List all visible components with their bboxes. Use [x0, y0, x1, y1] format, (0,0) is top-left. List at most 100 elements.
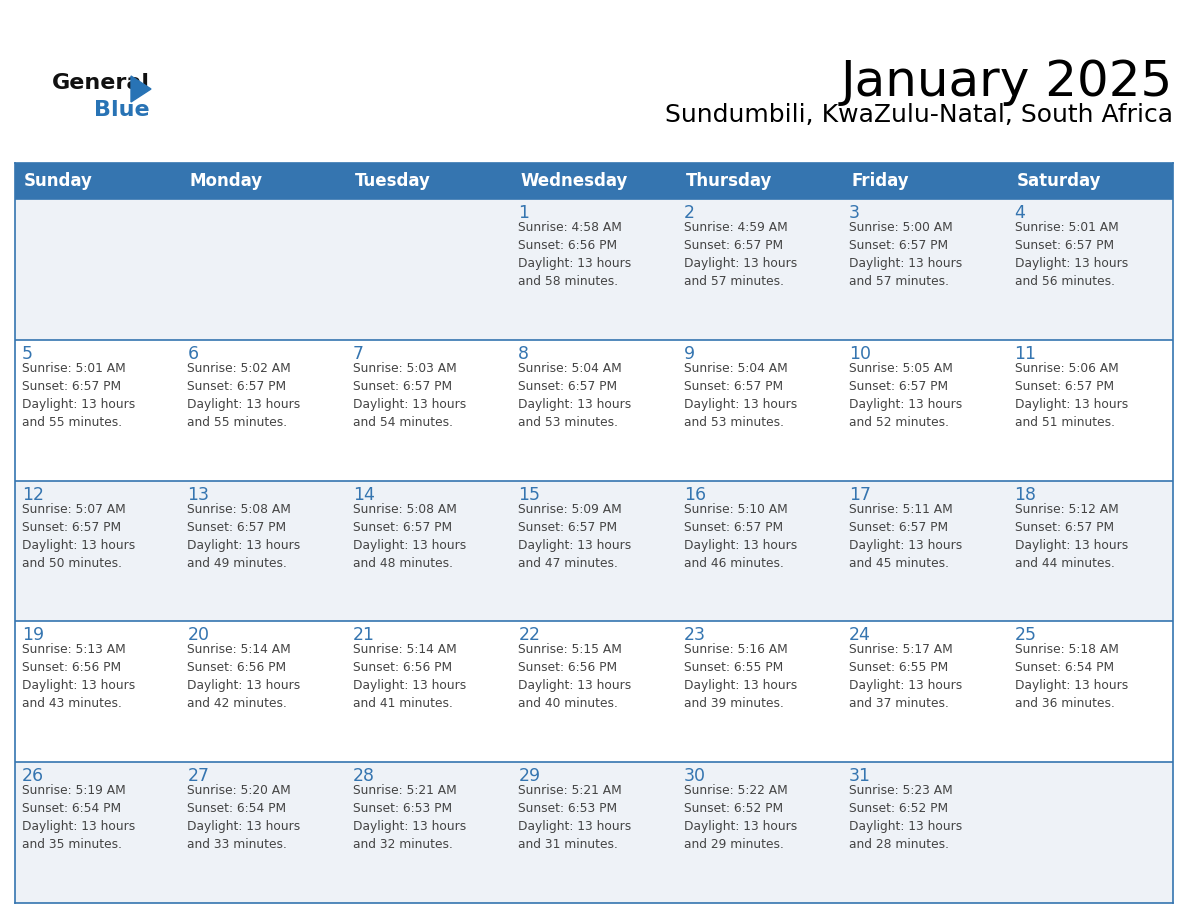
Bar [1007, 762, 1173, 903]
Text: Friday: Friday [851, 172, 909, 190]
Bar [677, 762, 842, 903]
Text: Sunrise: 5:11 AM
Sunset: 6:57 PM
Daylight: 13 hours
and 45 minutes.: Sunrise: 5:11 AM Sunset: 6:57 PM Dayligh… [849, 502, 962, 569]
Bar [511, 340, 677, 481]
Text: Sunrise: 5:10 AM
Sunset: 6:57 PM
Daylight: 13 hours
and 46 minutes.: Sunrise: 5:10 AM Sunset: 6:57 PM Dayligh… [684, 502, 797, 569]
Bar [1007, 481, 1173, 621]
Text: 21: 21 [353, 626, 375, 644]
Text: Sunrise: 5:04 AM
Sunset: 6:57 PM
Daylight: 13 hours
and 53 minutes.: Sunrise: 5:04 AM Sunset: 6:57 PM Dayligh… [684, 362, 797, 429]
Bar [1007, 340, 1173, 481]
Text: 5: 5 [23, 345, 33, 363]
Text: 2: 2 [684, 204, 695, 222]
Text: Sunrise: 5:18 AM
Sunset: 6:54 PM
Daylight: 13 hours
and 36 minutes.: Sunrise: 5:18 AM Sunset: 6:54 PM Dayligh… [1015, 644, 1127, 711]
Text: 4: 4 [1015, 204, 1025, 222]
Bar [842, 481, 1007, 621]
Text: Blue: Blue [94, 100, 150, 120]
Bar [15, 199, 181, 340]
Text: Sunrise: 5:00 AM
Sunset: 6:57 PM
Daylight: 13 hours
and 57 minutes.: Sunrise: 5:00 AM Sunset: 6:57 PM Dayligh… [849, 221, 962, 288]
Text: Sunrise: 5:22 AM
Sunset: 6:52 PM
Daylight: 13 hours
and 29 minutes.: Sunrise: 5:22 AM Sunset: 6:52 PM Dayligh… [684, 784, 797, 851]
Text: Sunrise: 5:19 AM
Sunset: 6:54 PM
Daylight: 13 hours
and 35 minutes.: Sunrise: 5:19 AM Sunset: 6:54 PM Dayligh… [23, 784, 135, 851]
Text: 9: 9 [684, 345, 695, 363]
Text: 29: 29 [518, 767, 541, 785]
Text: Sunrise: 5:21 AM
Sunset: 6:53 PM
Daylight: 13 hours
and 32 minutes.: Sunrise: 5:21 AM Sunset: 6:53 PM Dayligh… [353, 784, 466, 851]
Bar [677, 481, 842, 621]
Bar [181, 762, 346, 903]
Text: 11: 11 [1015, 345, 1037, 363]
Bar [181, 481, 346, 621]
Text: Sunrise: 4:59 AM
Sunset: 6:57 PM
Daylight: 13 hours
and 57 minutes.: Sunrise: 4:59 AM Sunset: 6:57 PM Dayligh… [684, 221, 797, 288]
Text: Sunrise: 5:07 AM
Sunset: 6:57 PM
Daylight: 13 hours
and 50 minutes.: Sunrise: 5:07 AM Sunset: 6:57 PM Dayligh… [23, 502, 135, 569]
Text: Sunrise: 5:16 AM
Sunset: 6:55 PM
Daylight: 13 hours
and 39 minutes.: Sunrise: 5:16 AM Sunset: 6:55 PM Dayligh… [684, 644, 797, 711]
Bar [15, 481, 181, 621]
Bar [511, 481, 677, 621]
Text: Thursday: Thursday [685, 172, 772, 190]
Text: General: General [52, 73, 150, 93]
Bar [677, 340, 842, 481]
Bar [346, 199, 511, 340]
Bar [181, 163, 346, 199]
Text: 22: 22 [518, 626, 541, 644]
Text: 7: 7 [353, 345, 364, 363]
Bar [181, 621, 346, 762]
Text: 6: 6 [188, 345, 198, 363]
Text: 10: 10 [849, 345, 871, 363]
Text: 25: 25 [1015, 626, 1037, 644]
Bar [181, 199, 346, 340]
Bar [842, 621, 1007, 762]
Text: Sunrise: 5:21 AM
Sunset: 6:53 PM
Daylight: 13 hours
and 31 minutes.: Sunrise: 5:21 AM Sunset: 6:53 PM Dayligh… [518, 784, 632, 851]
Text: 19: 19 [23, 626, 44, 644]
Bar [1007, 199, 1173, 340]
Text: 12: 12 [23, 486, 44, 504]
Text: Sunrise: 5:15 AM
Sunset: 6:56 PM
Daylight: 13 hours
and 40 minutes.: Sunrise: 5:15 AM Sunset: 6:56 PM Dayligh… [518, 644, 632, 711]
Bar [346, 163, 511, 199]
Bar [677, 199, 842, 340]
Text: 14: 14 [353, 486, 374, 504]
Bar [842, 199, 1007, 340]
Text: 30: 30 [684, 767, 706, 785]
Text: Sunrise: 5:01 AM
Sunset: 6:57 PM
Daylight: 13 hours
and 56 minutes.: Sunrise: 5:01 AM Sunset: 6:57 PM Dayligh… [1015, 221, 1127, 288]
Text: 15: 15 [518, 486, 541, 504]
Bar [842, 340, 1007, 481]
Text: Sunrise: 4:58 AM
Sunset: 6:56 PM
Daylight: 13 hours
and 58 minutes.: Sunrise: 4:58 AM Sunset: 6:56 PM Dayligh… [518, 221, 632, 288]
Text: Sunrise: 5:20 AM
Sunset: 6:54 PM
Daylight: 13 hours
and 33 minutes.: Sunrise: 5:20 AM Sunset: 6:54 PM Dayligh… [188, 784, 301, 851]
Text: Sunrise: 5:17 AM
Sunset: 6:55 PM
Daylight: 13 hours
and 37 minutes.: Sunrise: 5:17 AM Sunset: 6:55 PM Dayligh… [849, 644, 962, 711]
Bar [181, 340, 346, 481]
Text: 31: 31 [849, 767, 871, 785]
Bar [15, 163, 181, 199]
Bar [1007, 621, 1173, 762]
Text: Sunrise: 5:08 AM
Sunset: 6:57 PM
Daylight: 13 hours
and 48 minutes.: Sunrise: 5:08 AM Sunset: 6:57 PM Dayligh… [353, 502, 466, 569]
Text: Monday: Monday [189, 172, 263, 190]
Text: Sunrise: 5:12 AM
Sunset: 6:57 PM
Daylight: 13 hours
and 44 minutes.: Sunrise: 5:12 AM Sunset: 6:57 PM Dayligh… [1015, 502, 1127, 569]
Bar [1007, 163, 1173, 199]
Text: 17: 17 [849, 486, 871, 504]
Text: Sundumbili, KwaZulu-Natal, South Africa: Sundumbili, KwaZulu-Natal, South Africa [665, 103, 1173, 127]
Text: 26: 26 [23, 767, 44, 785]
Text: Sunrise: 5:06 AM
Sunset: 6:57 PM
Daylight: 13 hours
and 51 minutes.: Sunrise: 5:06 AM Sunset: 6:57 PM Dayligh… [1015, 362, 1127, 429]
Polygon shape [131, 76, 151, 102]
Text: 13: 13 [188, 486, 209, 504]
Bar [15, 340, 181, 481]
Text: 1: 1 [518, 204, 530, 222]
Text: Tuesday: Tuesday [355, 172, 431, 190]
Bar [15, 621, 181, 762]
Text: Sunrise: 5:04 AM
Sunset: 6:57 PM
Daylight: 13 hours
and 53 minutes.: Sunrise: 5:04 AM Sunset: 6:57 PM Dayligh… [518, 362, 632, 429]
Bar [511, 163, 677, 199]
Text: January 2025: January 2025 [841, 58, 1173, 106]
Text: Sunrise: 5:03 AM
Sunset: 6:57 PM
Daylight: 13 hours
and 54 minutes.: Sunrise: 5:03 AM Sunset: 6:57 PM Dayligh… [353, 362, 466, 429]
Text: Sunrise: 5:09 AM
Sunset: 6:57 PM
Daylight: 13 hours
and 47 minutes.: Sunrise: 5:09 AM Sunset: 6:57 PM Dayligh… [518, 502, 632, 569]
Bar [346, 621, 511, 762]
Text: Sunrise: 5:08 AM
Sunset: 6:57 PM
Daylight: 13 hours
and 49 minutes.: Sunrise: 5:08 AM Sunset: 6:57 PM Dayligh… [188, 502, 301, 569]
Bar [511, 199, 677, 340]
Text: 20: 20 [188, 626, 209, 644]
Text: 23: 23 [684, 626, 706, 644]
Text: 16: 16 [684, 486, 706, 504]
Text: Sunrise: 5:02 AM
Sunset: 6:57 PM
Daylight: 13 hours
and 55 minutes.: Sunrise: 5:02 AM Sunset: 6:57 PM Dayligh… [188, 362, 301, 429]
Text: Sunrise: 5:14 AM
Sunset: 6:56 PM
Daylight: 13 hours
and 41 minutes.: Sunrise: 5:14 AM Sunset: 6:56 PM Dayligh… [353, 644, 466, 711]
Text: 27: 27 [188, 767, 209, 785]
Bar [15, 762, 181, 903]
Bar [842, 762, 1007, 903]
Text: 8: 8 [518, 345, 530, 363]
Text: 18: 18 [1015, 486, 1037, 504]
Text: Sunrise: 5:23 AM
Sunset: 6:52 PM
Daylight: 13 hours
and 28 minutes.: Sunrise: 5:23 AM Sunset: 6:52 PM Dayligh… [849, 784, 962, 851]
Bar [346, 762, 511, 903]
Bar [677, 621, 842, 762]
